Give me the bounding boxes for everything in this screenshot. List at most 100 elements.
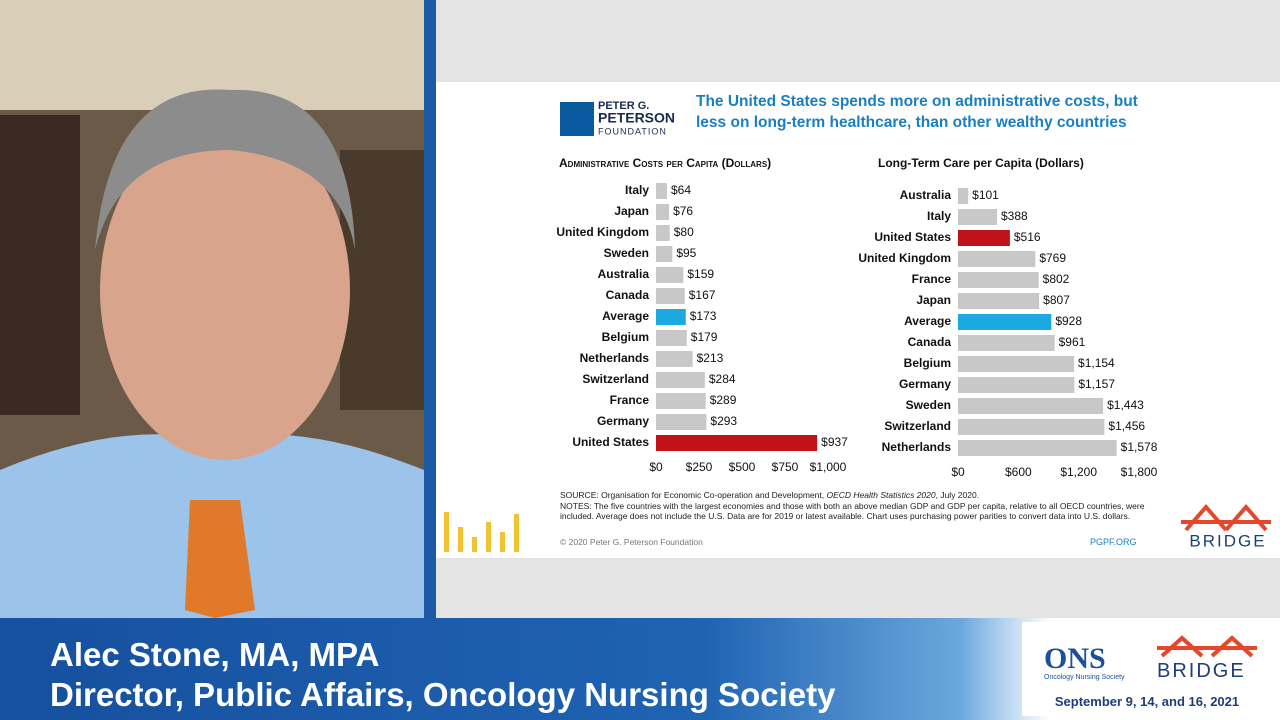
x-tick-label: $1,800 — [1121, 465, 1158, 479]
bridge-icon — [1181, 503, 1271, 532]
category-label: Canada — [606, 288, 650, 302]
bar — [958, 188, 969, 204]
category-label: Australia — [900, 188, 952, 202]
lower-third: Alec Stone, MA, MPA Director, Public Aff… — [0, 618, 1280, 720]
chart-title: Long-Term Care per Capita (Dollars) — [878, 156, 1084, 170]
x-tick-label: $750 — [772, 460, 799, 474]
value-label: $928 — [1055, 314, 1082, 328]
value-label: $1,154 — [1078, 356, 1115, 370]
ons-sub: Oncology Nursing Society — [1044, 674, 1125, 681]
hair — [95, 89, 355, 250]
category-label: United States — [874, 230, 951, 244]
bar — [958, 440, 1117, 456]
copyright: © 2020 Peter G. Peterson Foundation — [560, 537, 703, 547]
category-label: Switzerland — [884, 419, 951, 433]
x-tick-label: $1,200 — [1060, 465, 1097, 479]
category-label: Sweden — [906, 398, 951, 412]
bar — [656, 330, 687, 346]
logo-text: PETERSON — [598, 110, 675, 126]
x-tick-label: $600 — [1005, 465, 1032, 479]
bookshelf — [340, 150, 424, 410]
value-label: $289 — [710, 393, 737, 407]
bar — [958, 398, 1104, 414]
value-label: $179 — [691, 330, 718, 344]
value-label: $159 — [687, 267, 714, 281]
bar — [656, 204, 670, 220]
bar — [656, 246, 673, 262]
bar — [656, 309, 686, 325]
value-label: $76 — [673, 204, 693, 218]
value-label: $802 — [1043, 272, 1070, 286]
bar — [656, 393, 706, 409]
value-label: $1,578 — [1121, 440, 1158, 454]
url: PGPF.ORG — [1090, 537, 1137, 547]
value-label: $961 — [1059, 335, 1086, 349]
source-text: OECD Health Statistics 2020 — [826, 490, 936, 500]
x-tick-label: $500 — [729, 460, 756, 474]
category-label: Average — [602, 309, 649, 323]
category-label: Italy — [927, 209, 951, 223]
category-label: Japan — [614, 204, 649, 218]
bar — [656, 267, 684, 283]
bar — [958, 251, 1036, 267]
category-label: Japan — [916, 293, 951, 307]
bar — [958, 272, 1039, 288]
category-label: United States — [572, 435, 649, 449]
category-label: United Kingdom — [858, 251, 951, 265]
category-label: France — [912, 272, 952, 286]
value-label: $95 — [676, 246, 696, 260]
headline: The United States spends more on adminis… — [696, 93, 1138, 131]
bridge-icon — [1157, 635, 1257, 658]
category-label: Sweden — [604, 246, 649, 260]
bar — [656, 288, 685, 304]
category-label: Average — [904, 314, 951, 328]
slide-canvas: PETER G. PETERSON FOUNDATION Administrat… — [444, 100, 1271, 552]
value-label: $388 — [1001, 209, 1028, 223]
source: SOURCE: Organisation for Economic Co-ope… — [560, 490, 1160, 501]
value-label: $293 — [710, 414, 737, 428]
decor-dots — [444, 512, 519, 552]
event-dates: September 9, 14, and 16, 2021 — [1054, 694, 1240, 709]
value-label: $101 — [972, 188, 999, 202]
x-tick-label: $0 — [951, 465, 965, 479]
value-label: $64 — [671, 183, 691, 197]
bridge-text: BRIDGE — [1157, 660, 1246, 682]
bar — [656, 435, 818, 451]
bridge-logo: BRIDGE — [1189, 531, 1266, 550]
value-label: $284 — [709, 372, 736, 386]
category-label: France — [610, 393, 650, 407]
ons-logo: ONS — [1044, 642, 1106, 675]
speaker-name: Alec Stone, MA, MPA — [50, 636, 380, 673]
x-tick-label: $0 — [649, 460, 663, 474]
bar — [958, 230, 1010, 246]
bar — [958, 356, 1075, 372]
category-label: Belgium — [602, 330, 649, 344]
logo-mark — [560, 102, 594, 136]
bar — [958, 377, 1075, 393]
value-label: $769 — [1039, 251, 1066, 265]
value-label: $1,456 — [1108, 419, 1145, 433]
category-label: Canada — [908, 335, 952, 349]
bar — [656, 183, 668, 199]
value-label: $173 — [690, 309, 717, 323]
logo-text: FOUNDATION — [598, 126, 667, 136]
logo-text: PETER G. — [598, 100, 649, 112]
bar — [958, 209, 998, 225]
notes: NOTES: The five countries with the large… — [560, 500, 1145, 522]
category-label: United Kingdom — [556, 225, 649, 239]
face — [100, 120, 350, 460]
footnotes: SOURCE: Organisation for Economic Co-ope… — [560, 490, 1160, 522]
category-label: Netherlands — [580, 351, 650, 365]
category-label: Italy — [625, 183, 649, 197]
bar — [958, 314, 1052, 330]
bar — [958, 335, 1055, 351]
category-label: Netherlands — [882, 440, 952, 454]
source-text: SOURCE: Organisation for Economic Co-ope… — [560, 490, 827, 500]
chart-title: Administrative Costs per Capita (Dollars… — [559, 156, 771, 170]
speaker-role: Director, Public Affairs, Oncology Nursi… — [50, 676, 836, 713]
x-tick-label: $1,000 — [810, 460, 847, 474]
bar — [958, 419, 1105, 435]
value-label: $1,157 — [1078, 377, 1115, 391]
bar — [656, 372, 705, 388]
